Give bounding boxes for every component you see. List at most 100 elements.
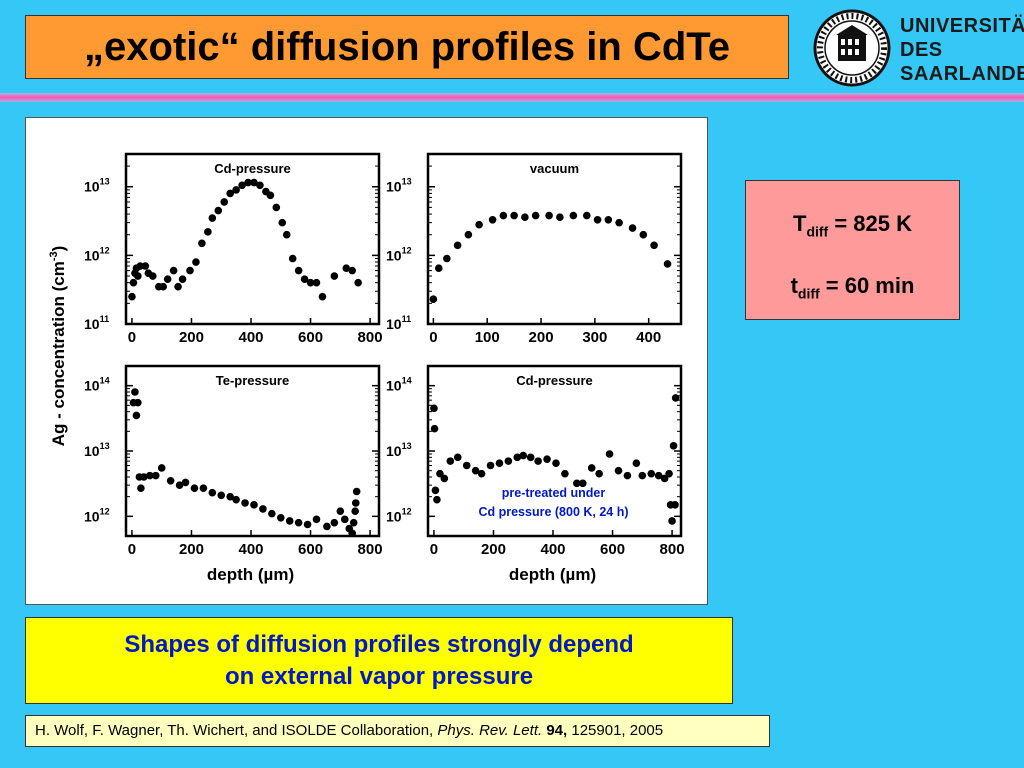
data-point-4	[638, 471, 647, 480]
x-tick-label-3: 0	[128, 541, 136, 558]
data-point-4	[587, 464, 596, 472]
data-point-2	[488, 215, 497, 224]
x-tick-label-1: 400	[238, 329, 263, 346]
citation-box: H. Wolf, F. Wagner, Th. Wichert, and ISO…	[25, 715, 770, 747]
divider-bar	[0, 93, 1024, 102]
page-title: „exotic“ diffusion profiles in CdTe	[84, 24, 730, 69]
data-point-4	[647, 469, 656, 478]
data-point-4	[623, 471, 632, 480]
data-point-1	[226, 189, 234, 198]
x-tick-label-2: 400	[636, 329, 661, 346]
x-tick-label-2: 100	[475, 329, 500, 346]
y-tick-label-3: 1012	[84, 506, 110, 524]
annotation-line-2: Cd pressure (800 K, 24 h)	[478, 505, 628, 519]
data-point-4	[486, 461, 495, 470]
y-axis-label: Ag - concentration (cm-3)	[48, 246, 68, 447]
data-point-3	[276, 513, 285, 522]
data-point-4	[430, 404, 438, 413]
data-point-1	[129, 278, 138, 287]
data-point-3	[294, 518, 303, 527]
data-point-4	[436, 469, 444, 478]
data-point-4	[561, 469, 569, 478]
data-point-1	[330, 272, 339, 280]
data-point-1	[134, 272, 142, 280]
data-point-2	[639, 230, 648, 239]
data-point-4	[573, 479, 581, 488]
y-tick-label-4: 1012	[386, 506, 412, 524]
data-point-4	[660, 474, 669, 483]
annotation-line-1: pre-treated under	[502, 486, 606, 500]
wordmark-line-3: SAARLANDES	[900, 63, 1024, 85]
data-point-3	[349, 518, 358, 527]
data-point-2	[556, 213, 564, 221]
y-tick-label-1: 1012	[84, 245, 110, 263]
data-point-3	[340, 515, 349, 524]
data-point-1	[128, 292, 136, 301]
data-point-3	[134, 398, 142, 407]
citation-volume: 94,	[542, 722, 568, 739]
data-point-1	[186, 266, 194, 275]
data-point-1	[141, 262, 150, 270]
data-point-2	[499, 211, 508, 220]
data-point-4	[513, 453, 522, 462]
citation-authors: H. Wolf, F. Wagner, Th. Wichert, and ISO…	[35, 722, 438, 739]
data-point-4	[477, 469, 486, 478]
data-point-1	[178, 275, 187, 283]
data-point-1	[163, 275, 172, 283]
summary-line-2: on external vapor pressure	[224, 662, 534, 690]
data-point-1	[148, 272, 157, 280]
citation-pages: 125901, 2005	[567, 722, 664, 739]
title-box: „exotic“ diffusion profiles in CdTe	[25, 15, 789, 79]
x-tick-label-3: 600	[298, 541, 323, 558]
data-point-3	[303, 520, 312, 529]
data-point-4	[430, 424, 439, 433]
plot-title-1: Cd-pressure	[214, 161, 291, 176]
y-tick-label-3: 1013	[84, 441, 110, 459]
data-point-3	[157, 464, 166, 472]
data-point-4	[605, 450, 614, 458]
temperature-param: Tdiff = 825 K	[793, 211, 912, 240]
data-point-4	[440, 474, 449, 483]
data-point-1	[208, 214, 217, 222]
data-point-3	[352, 487, 361, 496]
data-point-3	[348, 529, 357, 538]
x-axis-label-3: depth (µm)	[207, 565, 294, 584]
data-point-2	[443, 254, 451, 263]
data-point-2	[434, 264, 443, 273]
y-tick-label-2: 1012	[386, 245, 412, 263]
data-point-1	[354, 278, 362, 287]
data-point-4	[534, 457, 542, 465]
x-tick-label-4: 800	[660, 541, 685, 558]
data-point-2	[453, 241, 462, 250]
x-tick-label-4: 200	[481, 541, 506, 558]
plot-title-4: Cd-pressure	[516, 373, 593, 388]
data-point-1	[312, 278, 321, 287]
data-point-1	[214, 206, 223, 215]
data-point-4	[595, 469, 603, 478]
data-point-3	[285, 517, 294, 525]
data-point-1	[288, 254, 297, 263]
data-point-1	[159, 282, 168, 291]
data-point-4	[446, 457, 455, 465]
x-tick-label-4: 0	[430, 541, 438, 558]
data-point-3	[151, 471, 160, 480]
data-point-1	[294, 266, 303, 275]
y-tick-label-2: 1013	[386, 177, 412, 195]
data-point-2	[628, 224, 637, 232]
data-point-1	[282, 230, 291, 239]
data-point-2	[582, 211, 591, 220]
data-point-4	[578, 479, 587, 488]
data-point-3	[190, 484, 199, 492]
wordmark-line-1: UNIVERSITÄT	[900, 15, 1024, 37]
data-point-1	[342, 264, 351, 273]
x-tick-label-1: 600	[298, 329, 323, 346]
data-point-1	[192, 258, 200, 266]
y-tick-label-4: 1013	[386, 441, 412, 459]
data-point-4	[665, 469, 673, 478]
data-point-2	[429, 295, 438, 303]
data-point-3	[323, 522, 331, 531]
x-tick-label-3: 800	[358, 541, 383, 558]
wordmark-line-2: DES	[900, 39, 943, 61]
chart-panel: Cd-pressure 0 200 400 600 800 1011 1012 1013 vacu…	[25, 117, 708, 605]
data-point-3	[226, 492, 234, 501]
